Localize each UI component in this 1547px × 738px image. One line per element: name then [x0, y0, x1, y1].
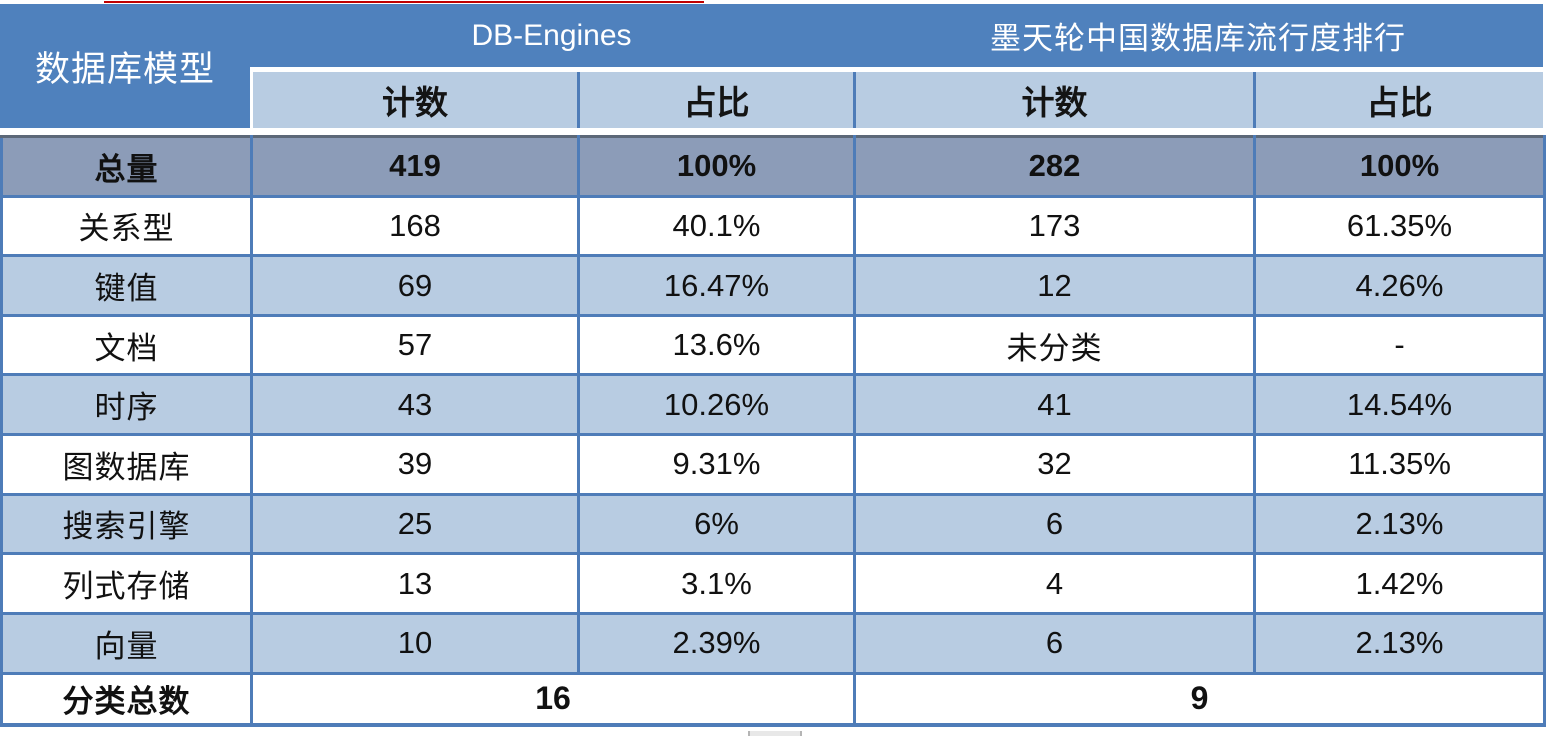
footer-de-total: 16 — [250, 671, 856, 727]
cell-de-count: 25 — [250, 492, 580, 556]
row-label: 文档 — [0, 313, 253, 377]
table-row: 图数据库 39 9.31% 32 11.35% — [0, 433, 1546, 496]
cell-de-share: 6% — [577, 492, 856, 556]
row-label: 键值 — [0, 254, 253, 317]
cell-de-share: 40.1% — [577, 194, 856, 258]
cell-de-count: 69 — [250, 254, 580, 317]
row-label: 总量 — [0, 135, 253, 198]
table-row-footer: 分类总数 16 9 — [0, 671, 1546, 727]
cell-de-count: 57 — [250, 313, 580, 377]
table-row-total: 总量 419 100% 282 100% — [0, 135, 1546, 198]
subheader-de-share: 占比 — [577, 72, 853, 128]
clipped-red-underline-artifact — [104, 1, 704, 3]
model-header-cell: 数据库模型 — [0, 4, 250, 128]
row-label: 搜索引擎 — [0, 492, 253, 556]
cell-de-share: 2.39% — [577, 611, 856, 675]
table-row: 搜索引擎 25 6% 6 2.13% — [0, 492, 1546, 556]
cell-de-share: 13.6% — [577, 313, 856, 377]
group-title-db-engines: DB-Engines — [471, 18, 632, 52]
cell-mtl-share: 61.35% — [1253, 194, 1546, 258]
group-title-band: DB-Engines 墨天轮中国数据库流行度排行 — [250, 4, 1543, 67]
table-row: 列式存储 13 3.1% 4 1.42% — [0, 552, 1546, 615]
cell-mtl-count: 6 — [853, 611, 1256, 675]
table-header: 数据库模型 DB-Engines 墨天轮中国数据库流行度排行 计数 占比 计数 … — [0, 4, 1543, 128]
row-label: 列式存储 — [0, 552, 253, 615]
cell-mtl-count: 未分类 — [853, 313, 1256, 377]
cell-de-count: 10 — [250, 611, 580, 675]
table-row: 文档 57 13.6% 未分类 - — [0, 313, 1546, 377]
cell-mtl-count: 6 — [853, 492, 1256, 556]
subheader-band: 计数 占比 计数 占比 — [250, 72, 1543, 128]
cell-de-share: 9.31% — [577, 433, 856, 496]
cell-de-share: 16.47% — [577, 254, 856, 317]
cell-mtl-share: 2.13% — [1253, 492, 1546, 556]
table-row: 时序 43 10.26% 41 14.54% — [0, 373, 1546, 437]
subheader-mtl-share: 占比 — [1253, 72, 1543, 128]
cell-mtl-share: 4.26% — [1253, 254, 1546, 317]
table-row: 关系型 168 40.1% 173 61.35% — [0, 194, 1546, 258]
cell-mtl-count: 32 — [853, 433, 1256, 496]
cell-de-count: 39 — [250, 433, 580, 496]
header-right-block: DB-Engines 墨天轮中国数据库流行度排行 计数 占比 计数 占比 — [250, 4, 1543, 128]
group-title-motianlun: 墨天轮中国数据库流行度排行 — [990, 21, 1406, 56]
header-divider — [250, 67, 1543, 72]
cell-mtl-share: 1.42% — [1253, 552, 1546, 615]
cell-mtl-share: 100% — [1253, 135, 1546, 198]
row-label: 时序 — [0, 373, 253, 437]
cell-de-count: 419 — [250, 135, 580, 198]
table-row: 向量 10 2.39% 6 2.13% — [0, 611, 1546, 675]
cell-de-share: 3.1% — [577, 552, 856, 615]
footer-mtl-total: 9 — [853, 671, 1546, 727]
footer-label: 分类总数 — [0, 671, 253, 727]
subheader-de-count: 计数 — [253, 72, 577, 128]
cell-de-count: 13 — [250, 552, 580, 615]
cell-de-share: 100% — [577, 135, 856, 198]
cell-de-count: 43 — [250, 373, 580, 437]
data-table: 总量 419 100% 282 100% 关系型 168 40.1% 173 6… — [0, 135, 1546, 727]
row-label: 关系型 — [0, 194, 253, 258]
scrollbar-fragment-artifact — [748, 731, 802, 736]
cell-mtl-count: 173 — [853, 194, 1256, 258]
cell-mtl-count: 4 — [853, 552, 1256, 615]
cell-mtl-count: 282 — [853, 135, 1256, 198]
table-row: 键值 69 16.47% 12 4.26% — [0, 254, 1546, 317]
cell-mtl-share: - — [1253, 313, 1546, 377]
cell-mtl-count: 41 — [853, 373, 1256, 437]
cell-mtl-count: 12 — [853, 254, 1256, 317]
row-label: 图数据库 — [0, 433, 253, 496]
cell-mtl-share: 2.13% — [1253, 611, 1546, 675]
cell-mtl-share: 11.35% — [1253, 433, 1546, 496]
subheader-mtl-count: 计数 — [853, 72, 1253, 128]
cell-de-count: 168 — [250, 194, 580, 258]
row-label: 向量 — [0, 611, 253, 675]
cell-mtl-share: 14.54% — [1253, 373, 1546, 437]
cell-de-share: 10.26% — [577, 373, 856, 437]
